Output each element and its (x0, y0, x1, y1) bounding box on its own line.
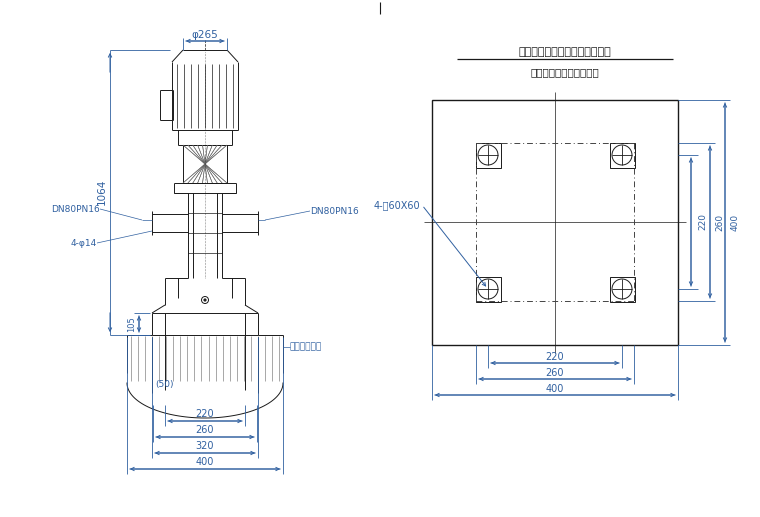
Text: 260: 260 (196, 425, 214, 435)
Text: 260: 260 (546, 368, 564, 378)
Text: 双点划线表示泵底座位置: 双点划线表示泵底座位置 (530, 67, 600, 77)
Circle shape (204, 299, 206, 301)
Text: 400: 400 (196, 457, 214, 467)
Text: 105: 105 (128, 316, 137, 332)
Text: 220: 220 (195, 409, 214, 419)
Text: 320: 320 (196, 441, 214, 451)
Bar (476, 277, 501, 302)
Bar (476, 143, 501, 168)
Text: DN80PN16: DN80PN16 (51, 205, 100, 214)
Text: DN80PN16: DN80PN16 (310, 206, 359, 216)
Text: 400: 400 (730, 214, 739, 231)
Text: 220: 220 (698, 214, 708, 231)
Bar (432, 100, 678, 345)
Text: 混凝土基础，: 混凝土基础， (290, 342, 322, 352)
Bar (610, 277, 635, 302)
Text: 泵座孔位及混凝土基座地脚孔位: 泵座孔位及混凝土基座地脚孔位 (518, 47, 611, 57)
Text: φ265: φ265 (192, 30, 218, 40)
Text: 4-φ14: 4-φ14 (71, 238, 97, 248)
Text: (50): (50) (156, 381, 174, 389)
Text: 1064: 1064 (97, 179, 107, 205)
Text: 220: 220 (546, 352, 565, 362)
Text: 4-口60X60: 4-口60X60 (373, 200, 420, 210)
Text: 260: 260 (715, 214, 724, 231)
Bar (610, 143, 635, 168)
Text: 400: 400 (546, 384, 564, 394)
